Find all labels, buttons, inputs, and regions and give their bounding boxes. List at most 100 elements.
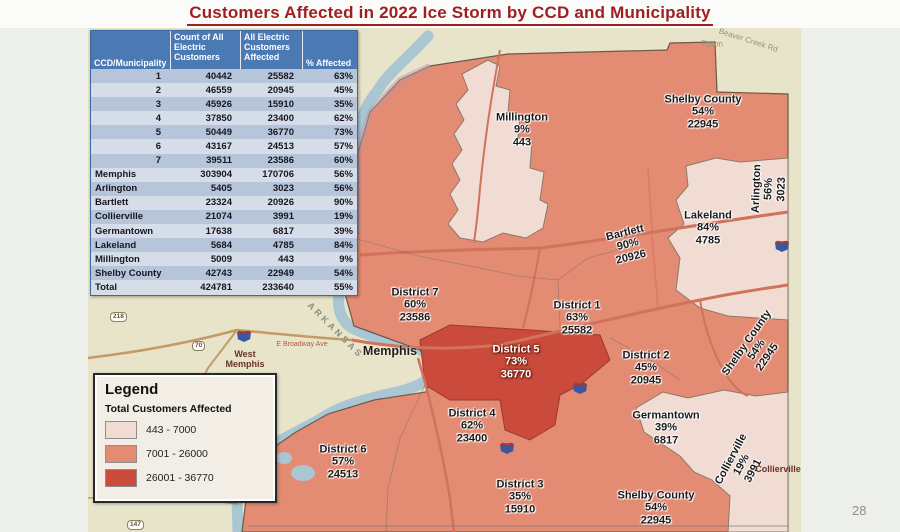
map-label-bartlett: Bartlett 90% 20926 bbox=[605, 222, 651, 267]
river-bank-tint bbox=[355, 63, 432, 233]
cell: 5405 bbox=[210, 183, 232, 195]
road-ns-memphis bbox=[416, 357, 456, 532]
col-header-count: Count of All Electric Customers bbox=[171, 31, 241, 69]
cell: 2 bbox=[155, 84, 161, 96]
cell: 20945 bbox=[267, 84, 294, 96]
map-graphic bbox=[88, 28, 801, 532]
map-label-line: Millington bbox=[496, 111, 548, 124]
cell: 170706 bbox=[262, 169, 294, 181]
lake bbox=[291, 465, 315, 481]
lake bbox=[276, 452, 292, 464]
road-ne bbox=[647, 167, 659, 309]
cell: Total bbox=[95, 281, 117, 293]
map-label-line: 63% bbox=[565, 311, 589, 324]
legend: Legend Total Customers Affected 443 - 70… bbox=[93, 373, 277, 503]
cell: 4 bbox=[155, 112, 161, 124]
cell: 40442 bbox=[205, 70, 232, 82]
road-ns-millington bbox=[473, 49, 501, 244]
road-bartlett bbox=[522, 247, 541, 329]
table-row-7: 7 39511 23586 60% bbox=[91, 153, 357, 168]
col-header-affected: All Electric Customers Affected bbox=[241, 31, 303, 69]
col-header-pct: % Affected bbox=[306, 57, 352, 68]
map-label-line: 45% bbox=[634, 361, 658, 374]
title-bar: Customers Affected in 2022 Ice Storm by … bbox=[0, 0, 900, 28]
map-label-shelby-county: Shelby County 54% 22945 bbox=[720, 308, 794, 392]
table-body: 1 40442 25582 63% 2 46559 20945 45% 3 45926 15910 3… bbox=[91, 69, 357, 295]
table-row-2: 2 46559 20945 45% bbox=[91, 83, 357, 98]
map-label-lakeland: Lakeland 84% 4785 bbox=[684, 210, 732, 247]
cell: 5009 bbox=[210, 253, 232, 265]
page-number: 28 bbox=[852, 503, 867, 518]
cell: Collierville bbox=[95, 211, 144, 223]
map-label-line: 60% bbox=[403, 298, 427, 311]
cell: 35% bbox=[333, 98, 353, 110]
cell: 21074 bbox=[205, 211, 232, 223]
interstate-shield-icon bbox=[775, 240, 789, 252]
cell: 3 bbox=[155, 98, 161, 110]
place-label-e-broadway-ave: E Broadway Ave bbox=[276, 341, 328, 349]
table-row-6: 6 43167 24513 57% bbox=[91, 139, 357, 154]
table-row-3: 3 45926 15910 35% bbox=[91, 97, 357, 112]
region-lakeland-arlington bbox=[667, 157, 789, 321]
cell: 22949 bbox=[267, 267, 294, 279]
cell: 84% bbox=[333, 239, 353, 251]
place-label-memphis: Memphis bbox=[362, 344, 418, 359]
district-boundary bbox=[557, 279, 561, 329]
map-label-line: 443 bbox=[512, 136, 532, 149]
table-row-4: 4 37850 23400 62% bbox=[91, 111, 357, 126]
legend-swatch bbox=[105, 445, 137, 463]
map-label-arlington: Arlington 56% 3023 bbox=[750, 164, 789, 214]
legend-items: 443 - 7000 7001 - 26000 26001 - 36770 bbox=[105, 421, 267, 487]
map-label-line: 3023 bbox=[774, 176, 788, 202]
map-label-line: District 2 bbox=[622, 349, 670, 362]
legend-item: 7001 - 26000 bbox=[105, 445, 267, 463]
cell: 25582 bbox=[267, 70, 294, 82]
map-label-line: 62% bbox=[460, 419, 484, 432]
map-label-shelby-county: Shelby County 54% 22945 bbox=[617, 490, 694, 527]
road-hwy bbox=[359, 210, 789, 257]
map-label-millington: Millington 9% 443 bbox=[496, 112, 548, 149]
table-row-memphis: Memphis 303904 170706 56% bbox=[91, 167, 357, 182]
table-row-5: 5 50449 36770 73% bbox=[91, 125, 357, 140]
map-label-line: Shelby County bbox=[664, 93, 742, 106]
legend-label: 26001 - 36770 bbox=[146, 472, 214, 484]
cell: Arlington bbox=[95, 183, 138, 195]
map-label-layer: Millington 9% 443 Shelby County 54% 22945 Lake… bbox=[88, 28, 801, 532]
cell: 90% bbox=[333, 197, 353, 209]
cell: 39511 bbox=[206, 155, 232, 167]
map-label-district-6: District 6 57% 24513 bbox=[319, 444, 366, 481]
table-row-arlington: Arlington 5405 3023 56% bbox=[91, 181, 357, 196]
cell: 443 bbox=[278, 253, 294, 265]
legend-swatch bbox=[105, 421, 137, 439]
cell: 45926 bbox=[205, 98, 232, 110]
map-label-line: 73% bbox=[504, 355, 528, 368]
interstate-shield-icon bbox=[500, 442, 514, 454]
road-i40 bbox=[351, 283, 789, 350]
table-row-total: Total 424781 233640 55% bbox=[91, 280, 357, 295]
region-district-5 bbox=[419, 324, 611, 441]
map-label-line: 54% bbox=[644, 501, 668, 514]
cell: Shelby County bbox=[95, 267, 162, 279]
cell: 5684 bbox=[210, 239, 232, 251]
place-label-beaver-creek-rd: Beaver Creek Rd bbox=[717, 28, 779, 54]
cell: 5 bbox=[155, 126, 161, 138]
map-label-line: 39% bbox=[654, 421, 678, 434]
legend-title: Legend bbox=[105, 381, 159, 398]
map-label-district-5: District 5 73% 36770 bbox=[492, 344, 539, 381]
route-shield-icon: 70 bbox=[192, 341, 206, 351]
map-label-line: 23400 bbox=[456, 432, 488, 445]
cell: 20926 bbox=[267, 197, 294, 209]
cell: 3991 bbox=[272, 211, 294, 223]
legend-subtitle: Total Customers Affected bbox=[105, 403, 232, 415]
map-label-line: District 6 bbox=[319, 443, 367, 456]
cell: 3023 bbox=[272, 183, 294, 195]
map-label-line: 22945 bbox=[687, 118, 719, 131]
map-label-line: 25582 bbox=[561, 324, 593, 337]
table-row-millington: Millington 5009 443 9% bbox=[91, 252, 357, 267]
map-label-district-4: District 4 62% 23400 bbox=[448, 408, 495, 445]
cell: 6817 bbox=[272, 225, 294, 237]
map-label-line: 9% bbox=[514, 123, 530, 136]
page-title: Customers Affected in 2022 Ice Storm by … bbox=[187, 3, 713, 26]
cell: 23324 bbox=[205, 197, 232, 209]
legend-label: 443 - 7000 bbox=[146, 424, 197, 436]
